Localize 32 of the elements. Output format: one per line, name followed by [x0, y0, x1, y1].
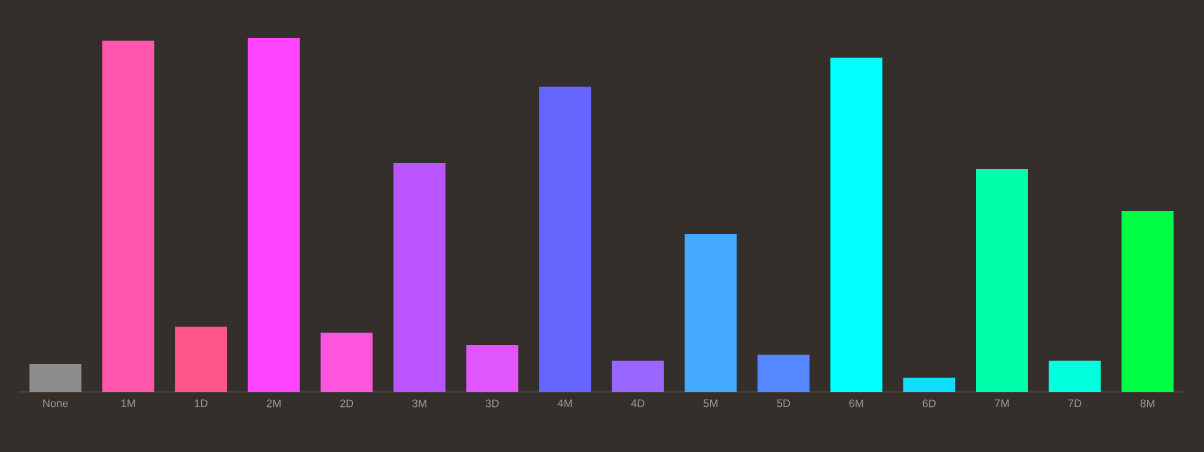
- bar: [102, 40, 155, 392]
- bar: [539, 86, 592, 392]
- bar: [903, 377, 956, 392]
- bar: [320, 332, 373, 392]
- bar: [466, 344, 519, 392]
- bar: [1048, 360, 1101, 392]
- x-tick-label: 3D: [485, 399, 499, 408]
- bar: [1121, 211, 1174, 392]
- x-tick-label: 5M: [703, 399, 718, 408]
- x-tick-label: 6D: [922, 399, 936, 408]
- bar: [611, 360, 664, 392]
- x-tick-label: 5D: [776, 399, 791, 408]
- bar: [975, 168, 1028, 392]
- bar: [29, 364, 82, 392]
- bar: [830, 57, 883, 392]
- bar: [757, 354, 810, 392]
- bar: [175, 326, 228, 392]
- x-tick-label: 1M: [121, 399, 135, 408]
- x-tick-label: 6M: [849, 399, 864, 408]
- bar: [393, 162, 446, 392]
- x-tick-label: 7M: [994, 399, 1009, 408]
- x-tick-label: 4D: [631, 399, 645, 408]
- x-tick-label: 7D: [1068, 399, 1082, 408]
- bar: [684, 234, 737, 392]
- x-tick-label: 3M: [412, 399, 427, 408]
- x-tick-label: 2D: [340, 399, 354, 408]
- x-tick-label: 8M: [1140, 399, 1155, 408]
- x-tick-label: 2M: [266, 399, 281, 408]
- x-tick-label: 1D: [194, 399, 208, 408]
- x-tick-label: None: [43, 399, 69, 408]
- bar: [247, 37, 300, 392]
- x-tick-label: 4M: [557, 399, 572, 408]
